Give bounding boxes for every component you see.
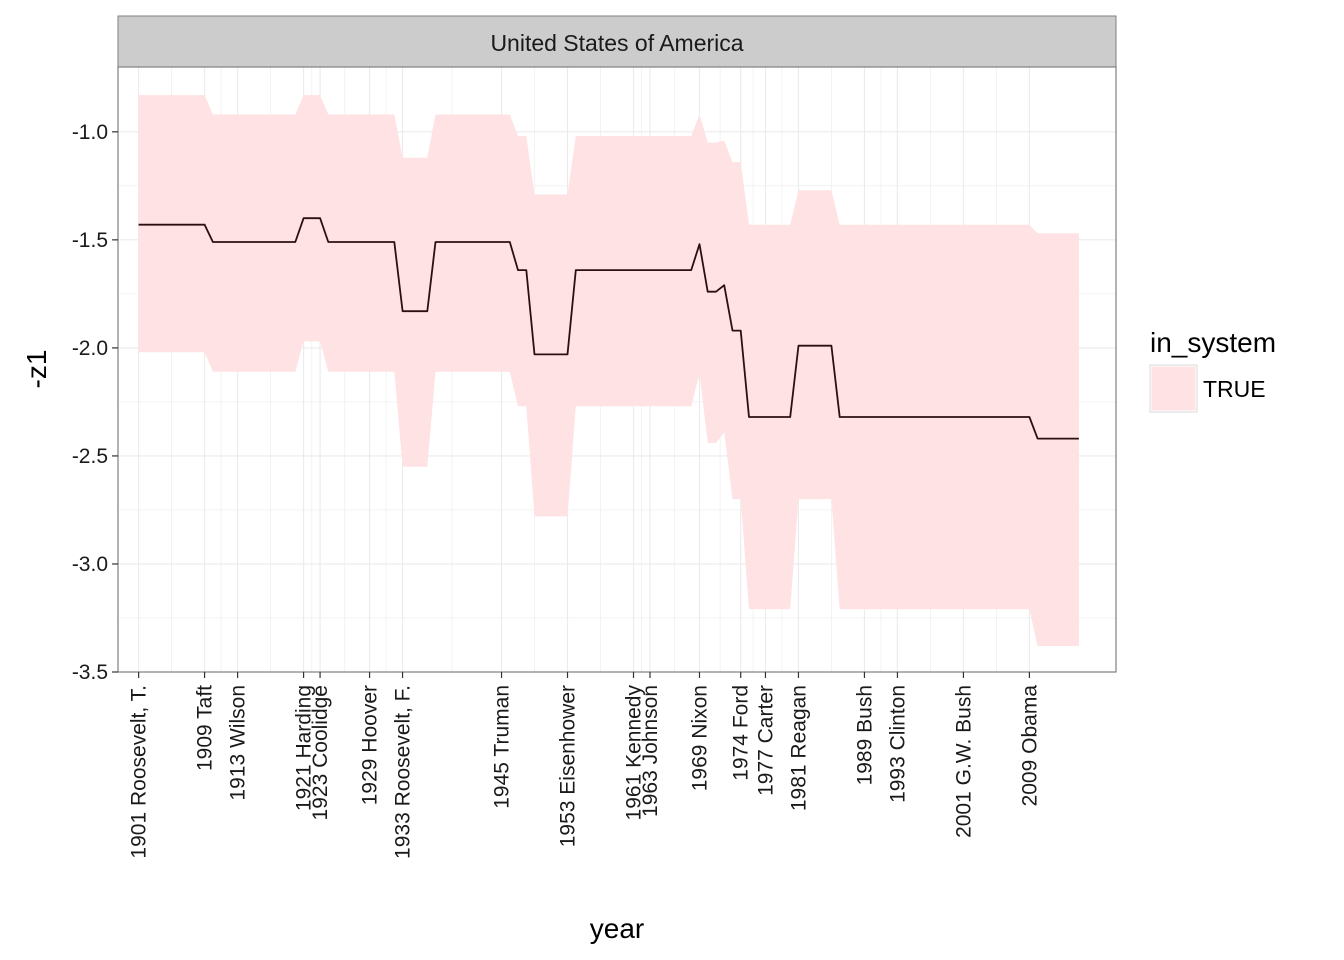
legend: in_system TRUE — [1149, 327, 1276, 413]
facet-strip-label: United States of America — [490, 30, 743, 56]
x-tick-label: 1921 Harding — [293, 685, 316, 811]
y-tick-label: -1.5 — [72, 229, 108, 252]
x-tick-label: 1974 Ford — [730, 685, 753, 781]
legend-label-true: TRUE — [1203, 376, 1266, 402]
x-tick-label: 1923 Coolidge — [309, 685, 332, 820]
y-tick-label: -2.0 — [72, 337, 108, 360]
x-tick-label: 1933 Roosevelt, F. — [392, 685, 415, 859]
y-tick-label: -3.5 — [72, 661, 108, 684]
legend-title: in_system — [1150, 327, 1276, 358]
x-tick-label: 2001 G.W. Bush — [952, 685, 975, 838]
y-tick-label: -1.0 — [72, 121, 108, 144]
facet-strip-background — [117, 15, 1117, 68]
panel-border — [117, 66, 1117, 673]
plot-panel — [117, 66, 1117, 673]
x-tick-label: 1969 Nixon — [689, 685, 712, 791]
x-tick-label: 1977 Carter — [755, 685, 778, 796]
x-tick-label: 1929 Hoover — [359, 685, 382, 805]
x-tick-label: 1993 Clinton — [886, 685, 909, 803]
estimate-line — [138, 217, 1079, 440]
confidence-ribbon — [138, 95, 1079, 647]
x-tick-label: 1963 Johnson — [639, 685, 662, 817]
x-tick-label: 1901 Roosevelt, T. — [128, 685, 151, 859]
x-axis: 1901 Roosevelt, T. 1909 Taft 1913 Wilson 19… — [128, 672, 1041, 859]
y-axis: -1.0 -1.5 -2.0 -2.5 -3.0 -3.5 — [72, 121, 118, 684]
x-tick-label: 1961 Kennedy — [623, 685, 646, 821]
facet-strip: United States of America — [117, 15, 1117, 68]
y-tick-label: -3.0 — [72, 553, 108, 576]
y-tick-label: -2.5 — [72, 445, 108, 468]
legend-key-true — [1150, 365, 1197, 412]
y-axis-title: -z1 — [21, 350, 52, 389]
x-tick-label: 1989 Bush — [853, 685, 876, 785]
x-tick-label: 1953 Eisenhower — [557, 685, 580, 847]
x-tick-label: 1945 Truman — [491, 685, 514, 809]
x-tick-label: 1909 Taft — [194, 685, 217, 771]
x-tick-label: 2009 Obama — [1018, 685, 1041, 807]
x-tick-label: 1981 Reagan — [788, 685, 811, 811]
x-axis-title: year — [590, 913, 644, 944]
x-tick-label: 1913 Wilson — [227, 685, 250, 801]
